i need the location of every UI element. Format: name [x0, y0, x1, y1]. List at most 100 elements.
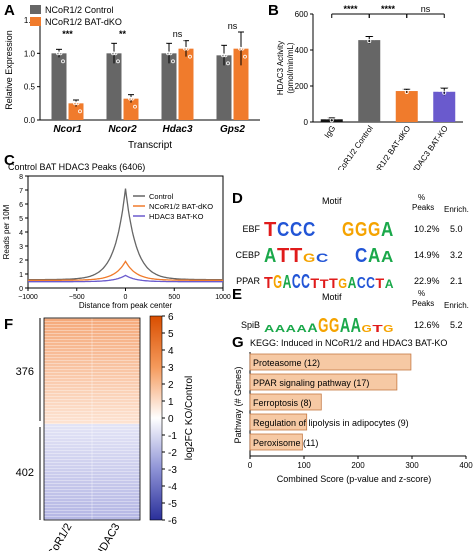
c-ytick-label: 1	[19, 272, 23, 279]
f-column-label: NCoR1/2	[42, 522, 75, 551]
g-bar	[249, 353, 412, 371]
d-motif-letter: C	[303, 219, 315, 241]
c-legend-label: Control	[149, 192, 174, 201]
b-category-label: IgG	[323, 124, 338, 140]
d-motif-letter: C	[357, 275, 366, 288]
b-point	[362, 36, 367, 41]
a-point	[243, 54, 247, 59]
b-point	[404, 90, 409, 95]
a-bar	[51, 53, 67, 121]
a-point	[53, 43, 58, 48]
c-xtick-label: −1000	[18, 294, 38, 301]
b-ytick-label: 400	[295, 46, 309, 55]
d-motif-name: PPAR	[236, 276, 260, 286]
c-ytick-label: 0	[19, 286, 23, 293]
b-bar	[433, 91, 456, 122]
f-colorbar-tick-label: -5	[168, 499, 177, 510]
a-bar	[68, 103, 84, 120]
a-category-label: Ncor2	[108, 124, 137, 135]
c-ytick-label: 7	[19, 188, 23, 195]
d-motif-letter: T	[277, 245, 289, 267]
d-motif-letter: A	[381, 249, 394, 266]
a-category-label: Hdac3	[162, 124, 192, 135]
f-colorbar-tick-label: -4	[168, 482, 177, 493]
d-motif-letter: T	[375, 275, 384, 288]
g-xtick-label: 200	[351, 461, 365, 470]
f-colorbar-tick-label: 3	[168, 363, 174, 374]
a-point	[166, 51, 170, 56]
a-point	[163, 43, 168, 48]
f-colorbar-tick-label: 1	[168, 397, 174, 408]
e-motif-letter: A	[286, 324, 296, 334]
a-bar	[161, 53, 177, 121]
a-point	[235, 38, 240, 43]
panel-label-f: F	[4, 316, 14, 333]
a-point	[56, 51, 60, 56]
a-category-label: Ncor1	[53, 124, 82, 135]
e-motif-name: SpiB	[241, 320, 260, 330]
a-ylabel: Relative Expression	[4, 30, 14, 110]
e-motif-letter: T	[372, 324, 382, 334]
b-bar	[395, 91, 418, 122]
a-point	[171, 59, 175, 64]
d-motif-letter: T	[320, 277, 330, 288]
g-title: KEGG: Induced in NCoR1/2 and HDAC3 BAT-K…	[250, 338, 447, 348]
b-ytick-label: 600	[295, 10, 309, 19]
a-point	[113, 51, 118, 56]
motif-d-peaks-header: % Peaks	[412, 193, 434, 212]
a-point	[218, 45, 223, 50]
f-colorbar-tick-label: 2	[168, 380, 174, 391]
b-point	[367, 39, 372, 44]
d-motif-letter: G	[338, 275, 347, 288]
a-ytick-label: 1.0	[24, 49, 36, 58]
f-heatmap-frame	[43, 317, 141, 521]
a-point	[133, 104, 137, 109]
g-xlabel: Combined Score (p-value and z-score)	[277, 474, 432, 484]
a-legend-swatch	[30, 17, 41, 26]
motif-table-d: Motif % Peaks Enrich. EBF T C C C G G G A 10.2% 5.0…	[235, 193, 469, 288]
g-bar-label: Proteasome (12)	[253, 358, 320, 368]
b-significance: ns	[421, 4, 431, 14]
a-point	[128, 96, 132, 101]
f-colorbar-tick-label: 6	[168, 312, 174, 323]
b-point	[334, 115, 339, 120]
a-bar	[178, 48, 194, 120]
a-point	[108, 43, 113, 48]
c-ytick-label: 8	[19, 174, 23, 181]
b-point	[372, 36, 377, 41]
motif-d-enrich-header: Enrich.	[444, 205, 469, 214]
a-point	[223, 53, 228, 58]
d-motif-letter: T	[329, 275, 338, 288]
d-motif-letter: C	[355, 245, 367, 267]
a-point	[78, 109, 82, 114]
panel-label-b: B	[268, 2, 279, 19]
d-motif-letter: A	[283, 272, 292, 288]
a-significance: ns	[228, 21, 238, 31]
d-motif-letter: C	[277, 219, 289, 241]
a-point	[183, 46, 187, 51]
f-colorbar-label: log2FC KO/Control	[184, 376, 195, 460]
motif-e-header: Motif	[322, 292, 342, 302]
a-legend-label: NCoR1/2 BAT-dKO	[45, 17, 122, 27]
a-point	[185, 46, 190, 51]
b-point	[442, 90, 447, 95]
f-column-label: HDAC3	[94, 522, 123, 551]
f-row-group-label: 402	[16, 467, 34, 479]
a-point	[58, 51, 63, 56]
d-motif-letter: T	[310, 275, 319, 288]
a-bar	[233, 48, 249, 120]
c-series-line	[28, 260, 223, 281]
a-point	[111, 51, 115, 56]
a-ytick-label: 0.5	[24, 83, 36, 92]
c-xtick-label: 1000	[215, 294, 231, 301]
e-motif-letter: A	[351, 315, 361, 334]
c-series-line	[28, 274, 223, 283]
d-motif-peaks: 10.2%	[414, 224, 440, 234]
g-xtick-label: 100	[297, 461, 311, 470]
e-motif-letter: A	[340, 315, 350, 334]
b-point	[324, 115, 329, 120]
f-colorbar-tick-label: 0	[168, 414, 174, 425]
f-row-group-label: 376	[16, 366, 34, 378]
a-point	[168, 51, 173, 56]
a-legend-label: NCoR1/2 Control	[45, 5, 114, 15]
